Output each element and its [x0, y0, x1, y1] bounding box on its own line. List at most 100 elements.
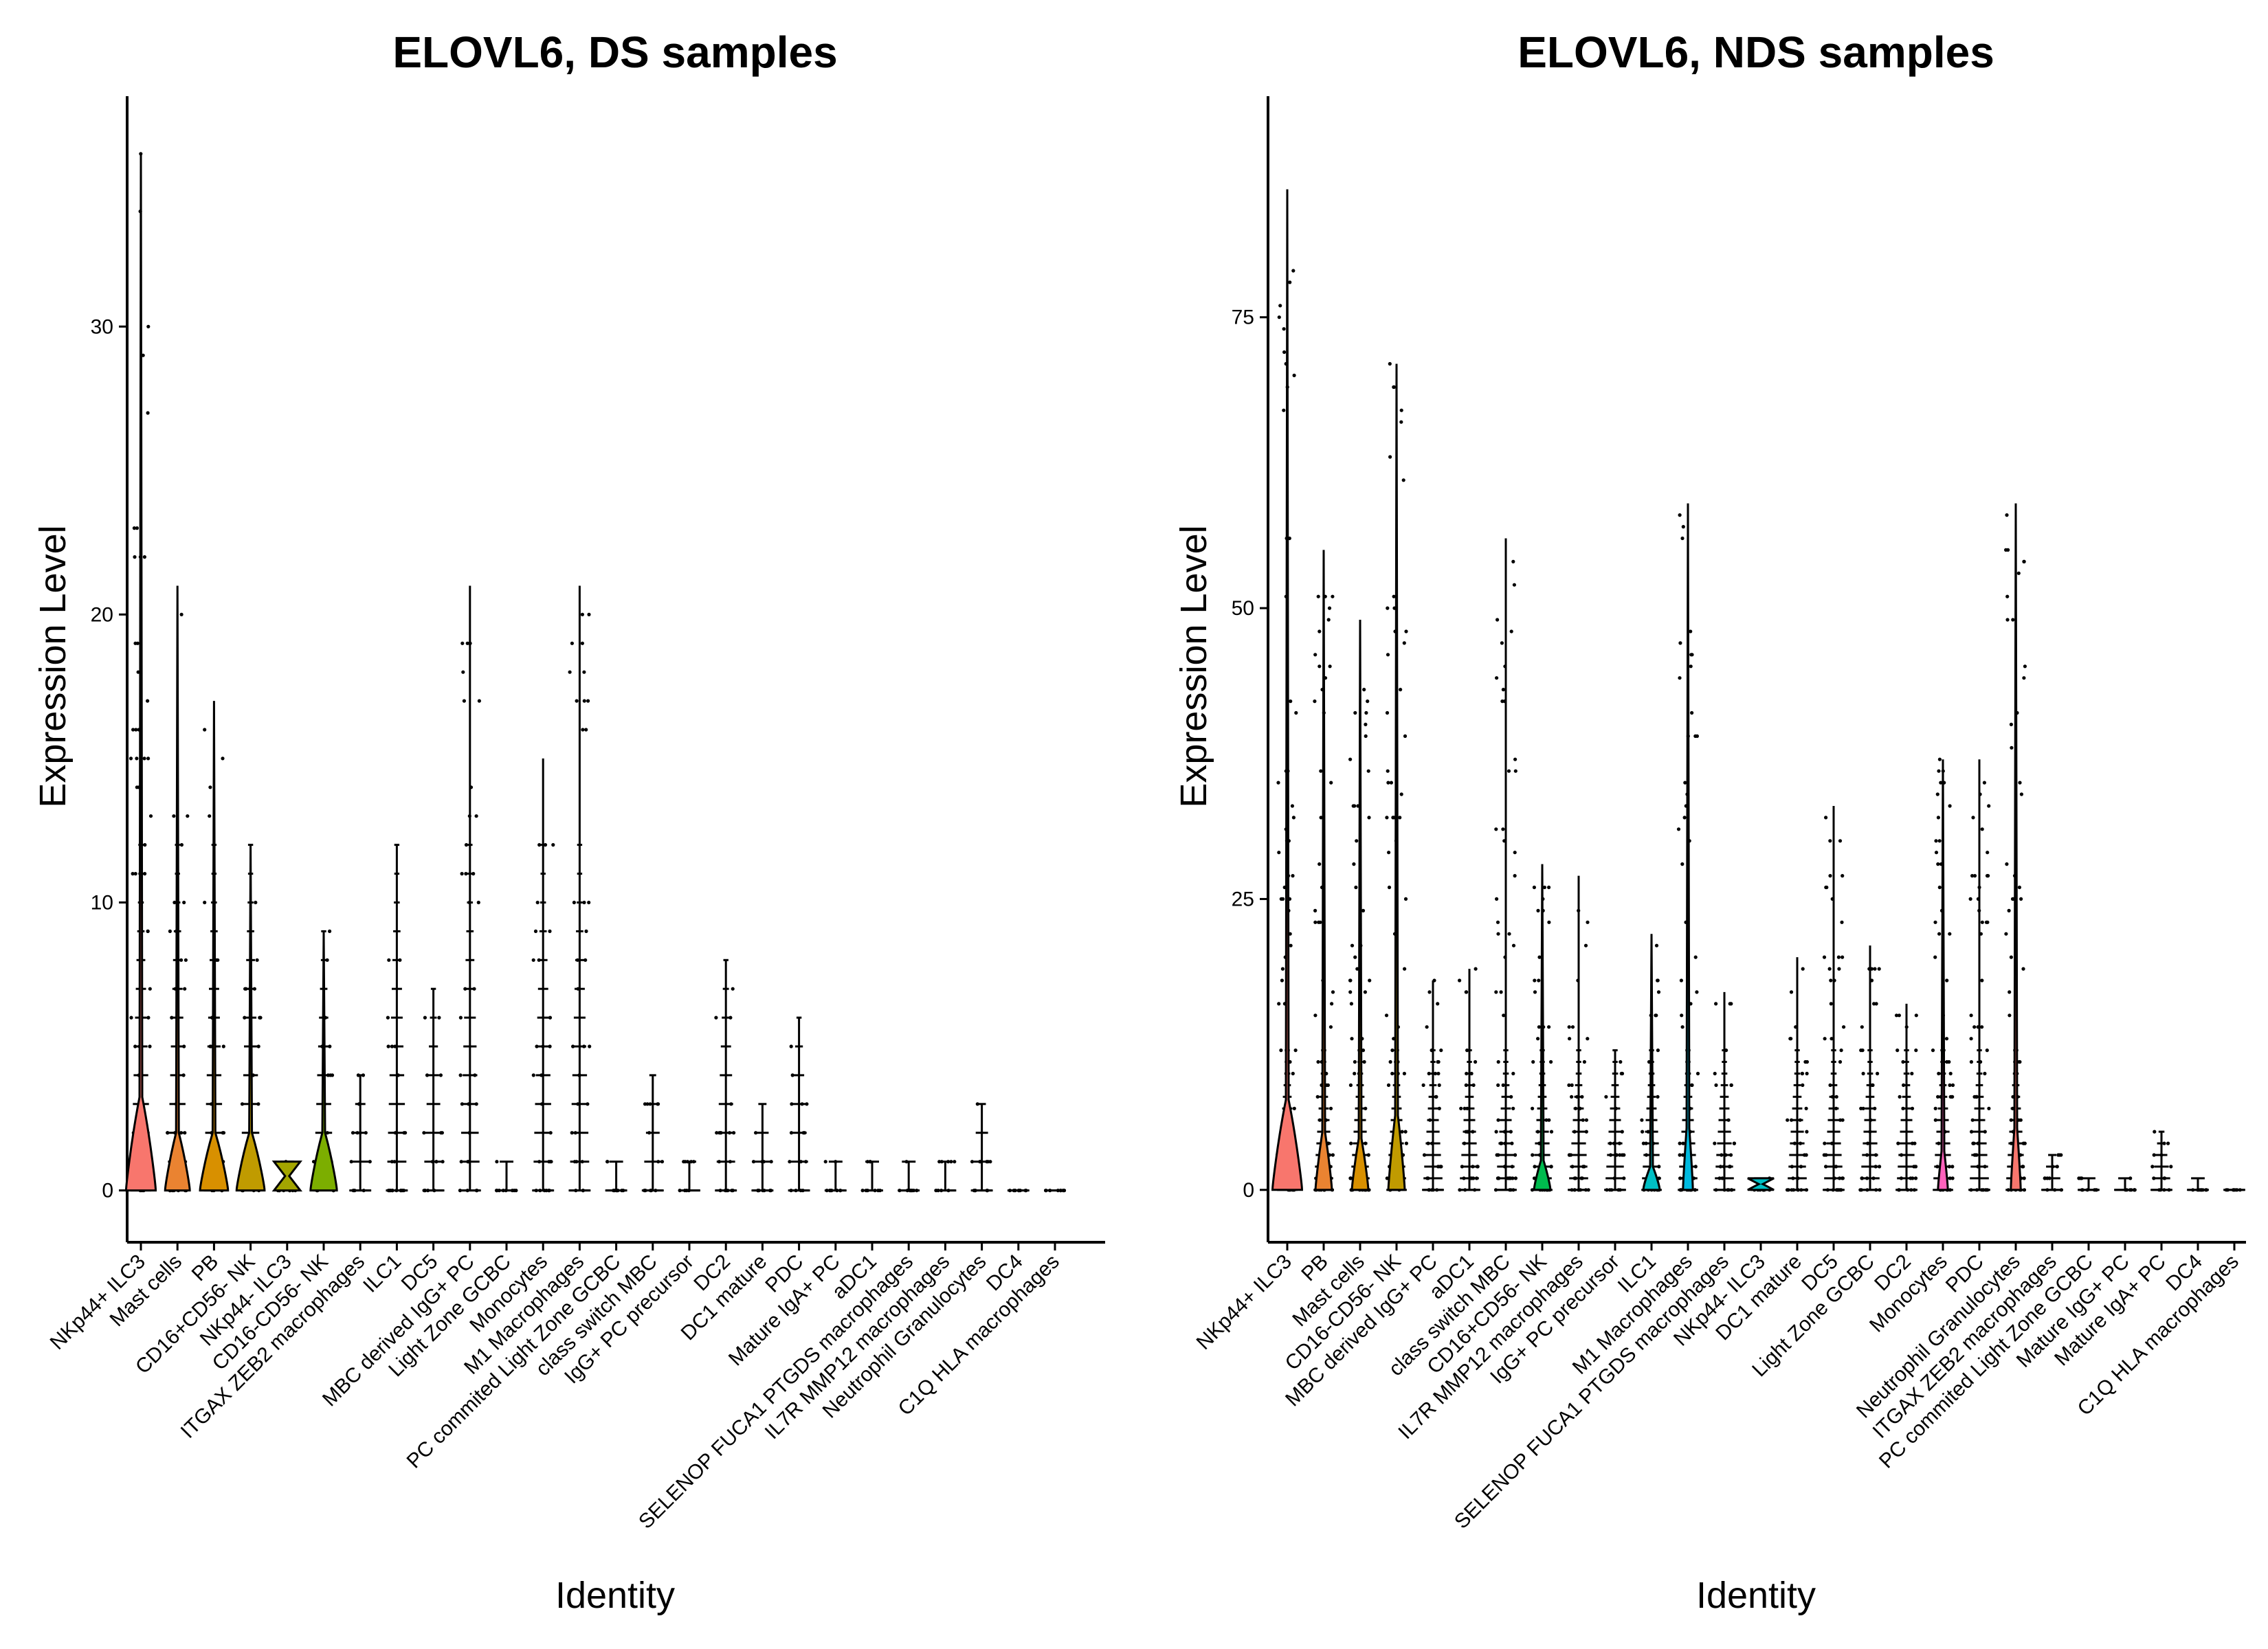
violin-group — [2150, 1130, 2173, 1192]
data-point — [1511, 1106, 1515, 1110]
data-point — [2017, 885, 2021, 890]
violin-group — [1530, 864, 1554, 1192]
data-point — [148, 987, 152, 991]
data-point — [584, 728, 588, 732]
data-point — [1509, 1095, 1513, 1099]
data-point — [2005, 594, 2010, 598]
data-point — [2169, 1165, 2173, 1169]
data-point — [1823, 1037, 1827, 1041]
violin-group — [1822, 805, 1846, 1192]
violin-shape — [199, 701, 230, 1192]
data-point — [1838, 839, 1843, 843]
data-point — [2005, 618, 2010, 622]
violin-group — [458, 585, 482, 1193]
data-point — [464, 872, 468, 876]
data-point — [2152, 1153, 2156, 1157]
data-point — [1402, 641, 1406, 645]
violin-group — [2041, 1153, 2063, 1192]
data-point — [143, 843, 147, 847]
data-point — [1786, 1118, 1790, 1122]
data-point — [1404, 1141, 1408, 1145]
data-point — [1349, 1002, 1353, 1006]
data-point — [1872, 1002, 1876, 1006]
data-point — [714, 1016, 718, 1020]
violin-group — [934, 1160, 957, 1193]
violin-group — [823, 1160, 847, 1193]
data-point — [1693, 955, 1698, 959]
data-point — [1937, 839, 1942, 843]
data-point — [1421, 1083, 1425, 1087]
violin-group — [124, 152, 157, 1193]
point-band — [649, 1074, 656, 1077]
data-point — [146, 756, 151, 761]
violin-group — [1493, 538, 1517, 1192]
data-point — [1914, 1013, 1918, 1018]
data-point — [1972, 1025, 1977, 1029]
data-point — [1970, 1130, 1974, 1134]
data-point — [1839, 1048, 1843, 1053]
data-point — [1948, 1095, 1953, 1099]
data-point — [1836, 955, 1841, 959]
violin-shape — [1314, 550, 1333, 1191]
data-point — [1399, 408, 1403, 412]
data-point — [1689, 629, 1693, 633]
data-point — [1494, 827, 1498, 831]
data-point — [2019, 792, 2023, 796]
data-point — [1513, 874, 1517, 878]
data-point — [1933, 955, 1937, 959]
data-point — [1584, 1130, 1588, 1134]
data-point — [548, 929, 552, 933]
data-point — [423, 1016, 427, 1020]
data-point — [464, 843, 469, 847]
data-point — [1331, 1153, 1335, 1157]
data-point — [1282, 350, 1287, 355]
data-point — [1436, 1002, 1440, 1006]
data-point — [1640, 1118, 1644, 1122]
data-point — [1859, 1106, 1863, 1110]
data-point — [1533, 990, 1537, 994]
data-point — [2021, 967, 2025, 971]
data-point — [2150, 1165, 2155, 1169]
data-point — [1353, 1059, 1357, 1064]
data-point — [1313, 920, 1318, 924]
data-point — [1354, 885, 1358, 890]
data-point — [1945, 978, 1949, 983]
data-point — [1823, 1141, 1827, 1145]
data-point — [1355, 839, 1359, 843]
data-point — [572, 900, 577, 905]
data-point — [1969, 1013, 1973, 1018]
data-point — [184, 958, 188, 962]
data-point — [1822, 955, 1827, 959]
data-point — [1586, 920, 1590, 924]
data-point — [1474, 1059, 1478, 1064]
data-point — [1837, 967, 1841, 971]
data-point — [1804, 1153, 1808, 1157]
data-point — [1293, 1048, 1298, 1053]
chart-title: ELOVL6, DS samples — [392, 27, 837, 77]
data-point — [1549, 1130, 1554, 1134]
violin-shape — [271, 1160, 303, 1192]
violin-shape — [1387, 363, 1406, 1191]
data-point — [1403, 1130, 1408, 1134]
data-point — [1329, 781, 1333, 785]
data-point — [146, 411, 150, 415]
data-point — [1937, 757, 1942, 761]
data-point — [531, 1073, 535, 1077]
data-point — [1933, 920, 1937, 924]
data-point — [1584, 1118, 1588, 1122]
data-point — [1366, 699, 1370, 704]
violin-group — [898, 1160, 920, 1193]
data-point — [1980, 1025, 1984, 1029]
point-band — [758, 1103, 767, 1106]
data-point — [1689, 664, 1693, 669]
violin-group — [1007, 1189, 1030, 1193]
data-point — [1439, 1048, 1443, 1053]
data-point — [134, 728, 138, 732]
data-point — [1318, 920, 1322, 924]
data-point — [133, 555, 137, 559]
data-point — [462, 699, 467, 703]
data-point — [1985, 1048, 1989, 1053]
data-point — [1277, 315, 1281, 319]
data-point — [1294, 710, 1298, 715]
data-point — [1537, 978, 1541, 983]
